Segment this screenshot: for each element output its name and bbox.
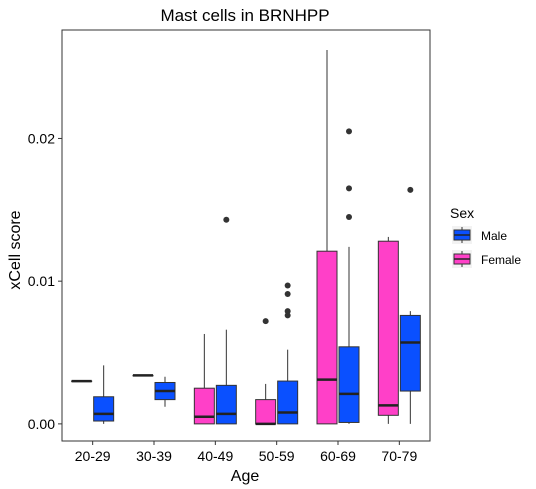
y-tick-label: 0.00 — [28, 416, 55, 432]
box-iqr — [215, 384, 237, 425]
outlier-point — [284, 312, 291, 319]
x-tick-label: 50-59 — [259, 448, 295, 464]
outlier-point — [284, 291, 291, 298]
outlier-point — [346, 213, 352, 220]
legend-title: Sex — [450, 205, 474, 221]
outlier-point — [262, 318, 269, 325]
box-female-60-69 — [316, 49, 338, 425]
box-female-50-59 — [255, 318, 277, 426]
chart-title: Mast cells in BRNHPP — [160, 6, 329, 25]
outlier-point — [346, 185, 352, 192]
box-male-60-69 — [338, 128, 360, 424]
y-tick-label: 0.01 — [28, 273, 55, 289]
legend-label-female: Female — [481, 253, 521, 267]
box-male-50-59 — [277, 282, 299, 425]
box-iqr — [93, 396, 115, 422]
box-iqr — [338, 346, 360, 423]
x-tick-label: 40-49 — [197, 448, 233, 464]
box-female-70-79 — [377, 236, 399, 424]
outlier-point — [223, 216, 230, 223]
y-axis: 0.00 0.01 0.02 — [28, 130, 62, 432]
x-tick-label: 60-69 — [320, 448, 356, 464]
box-iqr — [316, 250, 338, 425]
outlier-point — [407, 186, 414, 193]
boxes-layer — [71, 49, 421, 426]
box-male-70-79 — [399, 186, 421, 424]
y-axis-label: xCell score — [7, 210, 24, 289]
x-axis: 20-29 30-39 40-49 50-59 60-69 70-79 — [75, 441, 417, 464]
box-male-20-29 — [93, 365, 115, 424]
box-iqr — [193, 387, 215, 425]
box-iqr — [399, 314, 421, 392]
box-iqr — [277, 380, 299, 425]
x-tick-label: 70-79 — [381, 448, 417, 464]
legend-label-male: Male — [481, 229, 507, 243]
y-tick-label: 0.02 — [28, 130, 55, 146]
x-tick-label: 30-39 — [136, 448, 172, 464]
box-iqr — [377, 240, 399, 416]
outlier-point — [284, 282, 291, 289]
box-male-40-49 — [215, 216, 237, 425]
outlier-point — [346, 128, 352, 135]
box-female-40-49 — [193, 333, 215, 425]
box-female-20-29 — [71, 379, 93, 383]
x-axis-label: Age — [231, 468, 260, 485]
box-female-30-39 — [132, 374, 154, 377]
box-male-30-39 — [154, 376, 176, 407]
x-tick-label: 20-29 — [75, 448, 111, 464]
outlier-point — [284, 308, 291, 315]
plot-panel — [61, 29, 431, 442]
box-iqr — [255, 399, 277, 425]
legend: Sex Male Female — [447, 202, 531, 272]
